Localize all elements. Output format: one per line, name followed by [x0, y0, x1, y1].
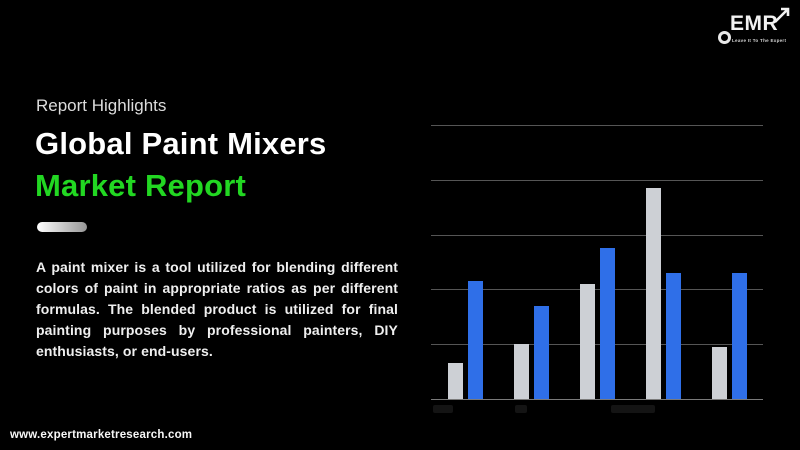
bar-gray-group2 — [514, 344, 529, 399]
bar-gray-group5 — [712, 347, 727, 399]
bar-blue-group1 — [468, 281, 483, 399]
gridline — [431, 235, 763, 236]
x-axis-faint-label — [433, 405, 453, 413]
bar-blue-group3 — [600, 248, 615, 399]
report-description: A paint mixer is a tool utilized for ble… — [36, 259, 398, 359]
bar-gray-group1 — [448, 363, 463, 399]
bar-chart — [431, 125, 763, 413]
gridline — [431, 344, 763, 345]
logo-tagline: Leave It To The Expert — [732, 38, 787, 43]
ring-icon — [718, 31, 731, 44]
x-axis-faint-label — [515, 405, 527, 413]
x-axis-faint-label — [611, 405, 655, 413]
emr-logo: EMR Leave It To The Expert — [716, 7, 794, 52]
eyebrow-report-highlights: Report Highlights — [36, 96, 167, 115]
logo-text: EMR — [730, 12, 779, 35]
gridline — [431, 125, 763, 126]
website-url: www.expertmarketresearch.com — [10, 429, 193, 441]
up-right-arrow-icon — [774, 7, 790, 23]
bar-gray-group4 — [646, 188, 661, 399]
gridline — [431, 180, 763, 181]
bar-blue-group4 — [666, 273, 681, 399]
page-title-line2: Market Report — [35, 168, 247, 203]
bar-blue-group5 — [732, 273, 747, 399]
bar-blue-group2 — [534, 306, 549, 399]
x-axis-line — [431, 399, 763, 400]
gridline — [431, 289, 763, 290]
page-title-line1: Global Paint Mixers — [35, 126, 327, 161]
divider-pill — [37, 222, 87, 232]
bar-gray-group3 — [580, 284, 595, 399]
